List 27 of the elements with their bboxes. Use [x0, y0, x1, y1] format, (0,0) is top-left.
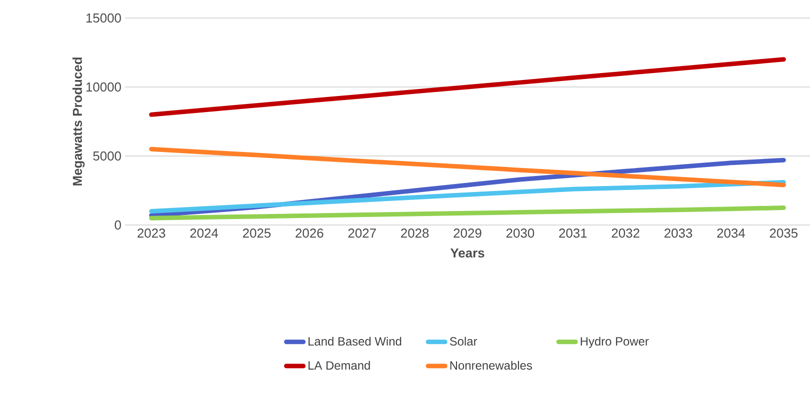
line-series	[149, 57, 786, 117]
x-tick-label: 2033	[664, 228, 692, 238]
x-axis-title: Years	[450, 248, 484, 258]
legend-label: Hydro Power	[580, 336, 649, 348]
x-tick-label: 2026	[296, 228, 324, 238]
y-axis-title: Megawatts Produced	[72, 58, 85, 186]
legend-label: Solar	[450, 336, 478, 346]
x-tick-label: 2029	[454, 228, 482, 238]
y-tick-label: 0	[114, 220, 121, 230]
x-tick-label: 2023	[138, 228, 166, 238]
y-tick-label: 5000	[93, 151, 121, 161]
legend-label: LA Demand	[308, 360, 370, 370]
legend-label: Land Based Wind	[308, 336, 402, 346]
x-tick-label: 2032	[612, 228, 640, 238]
line-series	[149, 146, 786, 188]
x-tick-label: 2030	[506, 228, 534, 238]
x-tick-label: 2035	[770, 228, 798, 238]
x-tick-label: 2024	[190, 228, 218, 238]
x-tick-label: 2028	[401, 228, 429, 238]
y-tick-label: 10000	[86, 82, 121, 92]
x-tick-label: 2025	[242, 228, 271, 238]
x-tick-label: 2031	[559, 228, 587, 238]
x-tick-label: 2027	[348, 228, 376, 238]
line-series	[149, 180, 786, 214]
y-tick-label: 15000	[86, 13, 121, 23]
x-tick-label: 2034	[717, 228, 745, 238]
legend-label: Nonrenewables	[450, 360, 532, 370]
